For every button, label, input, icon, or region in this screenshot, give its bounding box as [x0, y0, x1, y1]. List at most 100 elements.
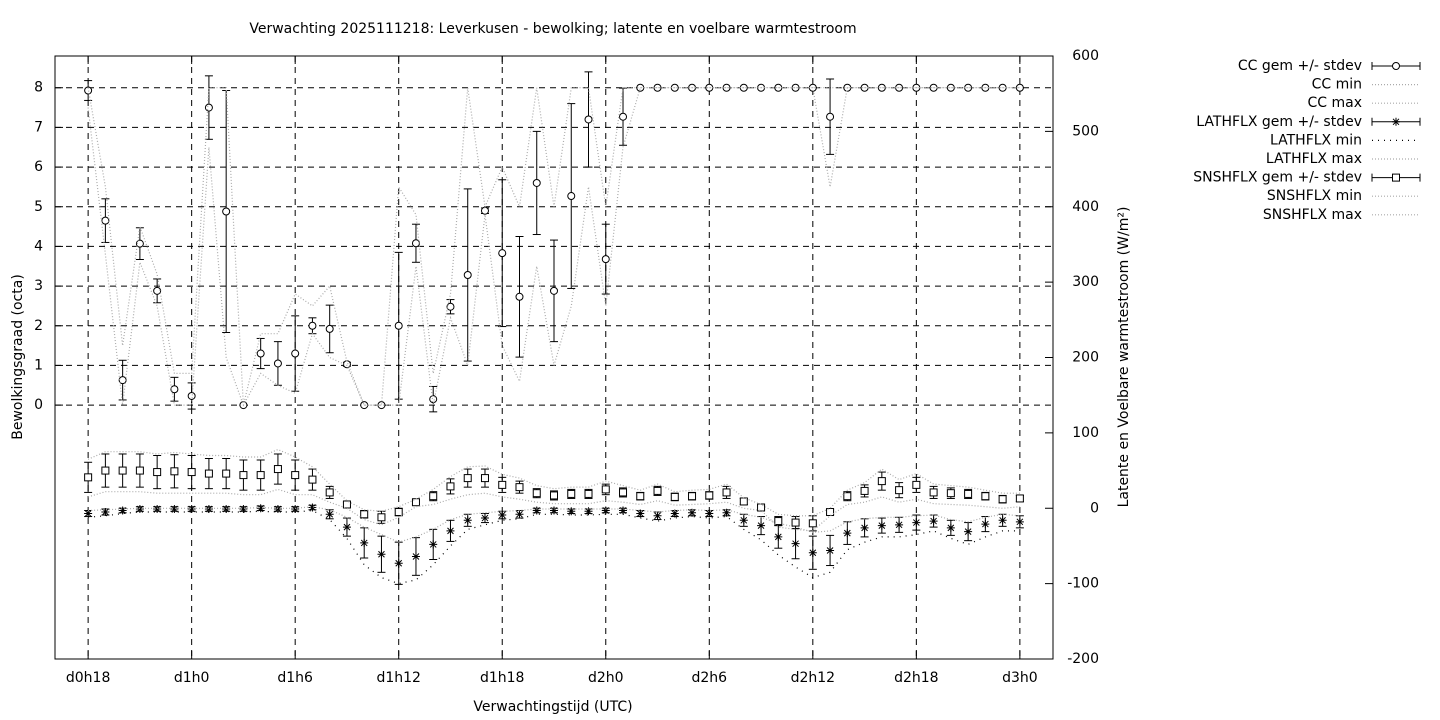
marker — [325, 510, 334, 519]
marker — [550, 506, 558, 515]
error-bar — [912, 514, 921, 531]
error-bar — [912, 476, 921, 493]
marker — [170, 467, 179, 476]
error-bar — [170, 376, 179, 402]
error-bar — [515, 480, 524, 494]
legend-marker — [1392, 62, 1400, 70]
error-bar — [981, 516, 990, 533]
error-bar — [774, 516, 783, 527]
legend-label: SNSHFLX max — [1263, 207, 1362, 223]
error-bar — [550, 506, 558, 515]
error-bar — [377, 510, 386, 524]
error-bar — [308, 503, 317, 512]
marker — [1015, 83, 1024, 92]
min-max-line — [87, 488, 1020, 532]
marker — [377, 513, 386, 522]
marker — [946, 489, 955, 498]
marker — [998, 516, 1007, 525]
min-max-line — [88, 509, 1020, 585]
error-bar — [791, 83, 800, 92]
error-bar — [463, 188, 472, 362]
marker — [532, 489, 541, 498]
error-bar — [895, 516, 904, 533]
error-bar — [826, 534, 835, 567]
error-bar — [463, 468, 472, 488]
error-bar — [239, 459, 248, 491]
error-bar — [601, 483, 610, 496]
error-bar — [860, 484, 869, 498]
error-bar — [204, 458, 213, 490]
error-bar — [705, 509, 714, 518]
marker — [153, 468, 162, 477]
y2-tick-label: 600 — [1072, 48, 1099, 64]
error-bar — [929, 485, 938, 499]
error-bar — [567, 488, 576, 499]
error-bar — [964, 522, 973, 542]
error-bar — [601, 506, 610, 515]
marker — [636, 492, 645, 501]
marker — [239, 471, 248, 480]
error-bar — [498, 179, 507, 328]
legend-label: CC min — [1312, 77, 1362, 93]
marker — [791, 518, 800, 527]
x-tick-label: d1h12 — [376, 670, 420, 686]
error-bar — [480, 513, 489, 524]
error-bar — [135, 453, 144, 488]
error-bar — [877, 83, 886, 92]
error-bar — [1015, 494, 1024, 503]
marker — [135, 505, 144, 514]
marker — [653, 486, 662, 495]
marker — [153, 286, 162, 295]
error-bar — [1015, 515, 1024, 529]
error-bar — [187, 454, 196, 490]
marker — [826, 112, 835, 121]
y2-tick-label: 500 — [1072, 123, 1099, 139]
error-bar — [515, 510, 524, 519]
error-bar — [515, 236, 524, 358]
error-bar — [532, 506, 541, 515]
error-bar — [222, 505, 231, 514]
error-bar — [446, 519, 455, 542]
chart-title: Verwachting 2025111218: Leverkusen - bew… — [249, 21, 856, 37]
marker — [273, 505, 282, 514]
error-bar — [653, 83, 662, 92]
marker — [135, 239, 144, 248]
marker — [895, 486, 904, 495]
error-bar — [239, 505, 248, 514]
error-bar — [791, 516, 800, 530]
x-tick-label: d3h0 — [1002, 670, 1038, 686]
error-bar — [653, 511, 662, 521]
marker — [308, 321, 317, 330]
marker — [550, 491, 558, 500]
error-bar — [860, 518, 869, 538]
y2-tick-label: 0 — [1090, 500, 1099, 516]
x-tick-label: d2h18 — [894, 670, 938, 686]
error-bar — [394, 541, 403, 585]
marker — [101, 216, 110, 225]
marker — [964, 489, 973, 498]
marker — [446, 302, 455, 311]
marker — [912, 480, 921, 489]
error-bar — [757, 503, 766, 512]
error-bar — [843, 521, 852, 545]
marker — [584, 115, 593, 124]
marker — [619, 112, 628, 121]
marker — [360, 510, 369, 519]
y2-tick-label: 200 — [1072, 350, 1099, 366]
marker — [929, 517, 938, 526]
marker — [757, 503, 766, 512]
marker — [308, 503, 317, 512]
marker — [1015, 517, 1024, 526]
legend-label: LATHFLX max — [1266, 151, 1362, 167]
error-bar — [567, 507, 576, 516]
error-bar — [550, 239, 558, 343]
y-tick-label: 4 — [34, 238, 43, 254]
error-bar — [480, 468, 489, 488]
marker — [291, 505, 300, 514]
error-bar — [498, 510, 507, 520]
error-bar — [619, 487, 628, 498]
marker — [222, 207, 231, 216]
marker — [567, 192, 576, 201]
marker — [653, 511, 662, 520]
